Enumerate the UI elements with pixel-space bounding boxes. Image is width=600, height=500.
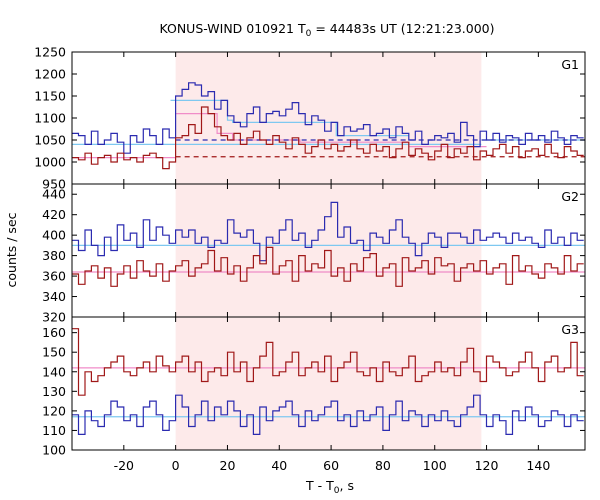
g3-highlight-band [175,317,482,450]
x-axis-label: T - T0, s [305,478,354,496]
g2-y-tick-label: 440 [42,187,66,202]
chart-title: KONUS-WIND 010921 T0 = 44483s UT (12:21:… [159,21,494,39]
x-tick-label: 80 [375,458,391,473]
x-tick-label: 20 [220,458,236,473]
g1-highlight-band [175,52,482,184]
g1-panel-label: G1 [561,57,579,72]
g3-y-tick-label: 150 [42,345,66,360]
x-tick-label: 120 [475,458,499,473]
g1-y-tick-label: 1000 [34,155,66,170]
x-tick-label: 0 [172,458,180,473]
g2-series-red [72,246,584,287]
g1-y-tick-label: 1200 [34,67,66,82]
y-axis-label: counts / sec [4,212,19,287]
g2-y-tick-label: 360 [42,269,66,284]
g2-y-tick-label: 380 [42,248,66,263]
x-tick-label: 60 [323,458,339,473]
g2-panel-label: G2 [561,189,579,204]
g2-y-tick-label: 320 [42,310,66,325]
g3-y-tick-label: 100 [42,443,66,458]
g1-y-tick-label: 1100 [34,111,66,126]
g1-step-curve-1 [175,113,409,143]
x-tick-label: -20 [114,458,134,473]
g2-y-tick-label: 340 [42,289,66,304]
g3-series-blue [72,394,584,435]
g1-y-tick-label: 1150 [34,89,66,104]
g3-frame [71,316,586,451]
g3-panel-label: G3 [561,322,579,337]
g3-y-tick-label: 160 [42,325,66,340]
x-tick-label: 100 [423,458,447,473]
g1-series-red [72,106,584,170]
g2-y-tick-label: 400 [42,228,66,243]
g1-y-tick-label: 1250 [34,45,66,60]
g3-y-tick-label: 140 [42,364,66,379]
g1-series-blue [72,82,584,154]
g1-y-tick-label: 1050 [34,133,66,148]
g1-y-tick-label: 950 [42,177,66,192]
g3-y-tick-label: 110 [42,423,66,438]
g3-series-red [72,328,584,396]
x-tick-label: 140 [526,458,550,473]
x-tick-label: 40 [271,458,287,473]
g2-series-blue [72,201,584,262]
g3-y-tick-label: 130 [42,384,66,399]
g2-y-tick-label: 420 [42,207,66,222]
g3-y-tick-label: 120 [42,403,66,418]
